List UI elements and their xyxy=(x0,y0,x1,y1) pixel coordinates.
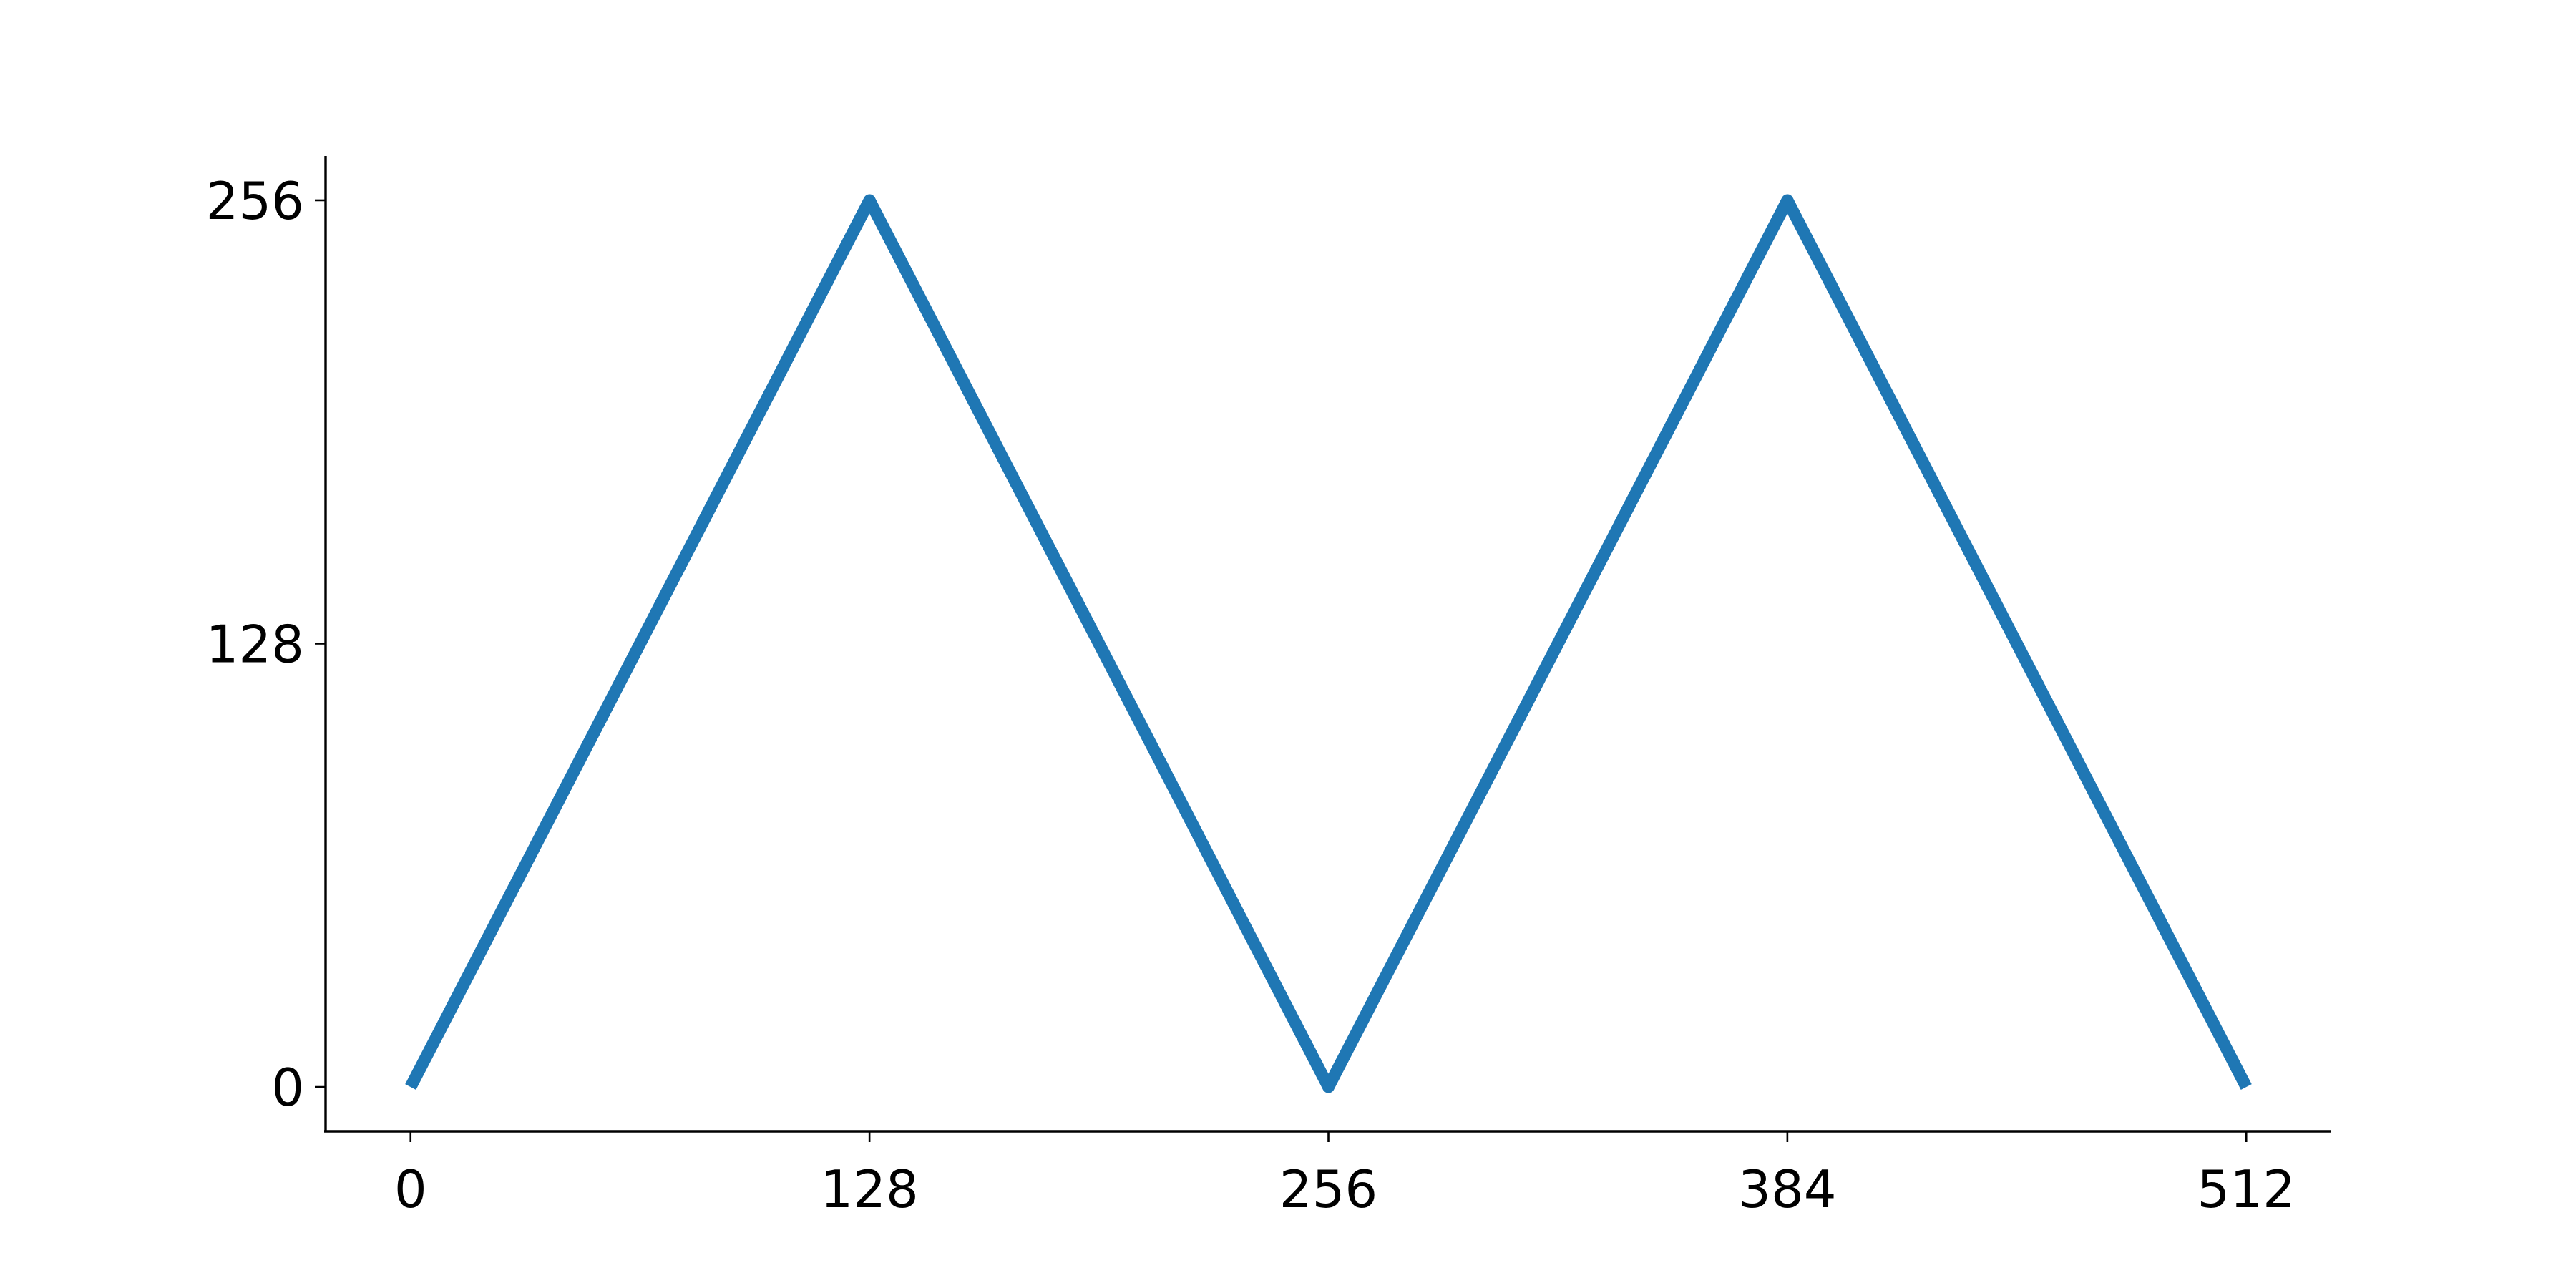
series-layer xyxy=(405,194,2252,1093)
y-tick-label: 0 xyxy=(271,1058,304,1118)
x-tick-label: 256 xyxy=(1279,1159,1377,1219)
y-ticks: 0 128 256 xyxy=(206,171,326,1118)
x-tick-label: 0 xyxy=(394,1159,427,1219)
x-ticks: 0 128 256 384 512 xyxy=(394,1131,2296,1219)
x-tick-label: 384 xyxy=(1738,1159,1836,1219)
y-tick-label: 128 xyxy=(206,615,304,675)
x-tick-label: 512 xyxy=(2197,1159,2296,1219)
y-tick-label: 256 xyxy=(206,171,304,231)
x-tick-label: 128 xyxy=(820,1159,918,1219)
series-line-0 xyxy=(405,194,2252,1093)
